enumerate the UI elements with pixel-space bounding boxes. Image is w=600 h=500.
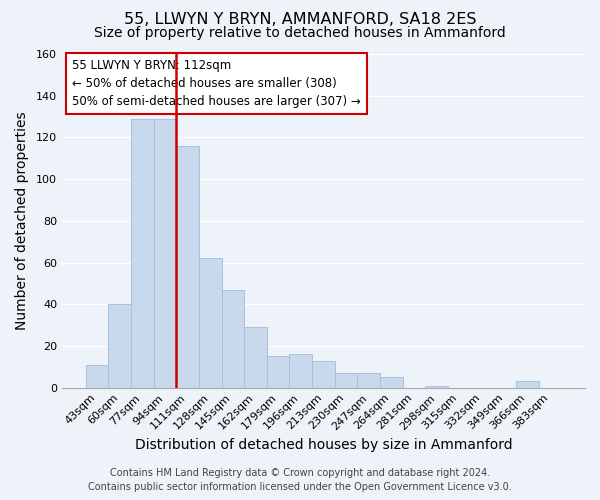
Bar	[244, 327, 267, 388]
Bar	[154, 118, 176, 388]
Text: 55 LLWYN Y BRYN: 112sqm
← 50% of detached houses are smaller (308)
50% of semi-d: 55 LLWYN Y BRYN: 112sqm ← 50% of detache…	[73, 59, 361, 108]
Bar	[516, 382, 539, 388]
Y-axis label: Number of detached properties: Number of detached properties	[15, 112, 29, 330]
Text: Size of property relative to detached houses in Ammanford: Size of property relative to detached ho…	[94, 26, 506, 40]
Text: Contains HM Land Registry data © Crown copyright and database right 2024.
Contai: Contains HM Land Registry data © Crown c…	[88, 468, 512, 492]
Text: 55, LLWYN Y BRYN, AMMANFORD, SA18 2ES: 55, LLWYN Y BRYN, AMMANFORD, SA18 2ES	[124, 12, 476, 28]
Bar	[425, 386, 448, 388]
Bar	[199, 258, 221, 388]
Bar	[221, 290, 244, 388]
Bar	[86, 365, 109, 388]
Bar	[267, 356, 289, 388]
Bar	[335, 373, 358, 388]
Bar	[380, 378, 403, 388]
Bar	[289, 354, 312, 388]
X-axis label: Distribution of detached houses by size in Ammanford: Distribution of detached houses by size …	[134, 438, 512, 452]
Bar	[358, 373, 380, 388]
Bar	[176, 146, 199, 388]
Bar	[131, 118, 154, 388]
Bar	[312, 360, 335, 388]
Bar	[109, 304, 131, 388]
